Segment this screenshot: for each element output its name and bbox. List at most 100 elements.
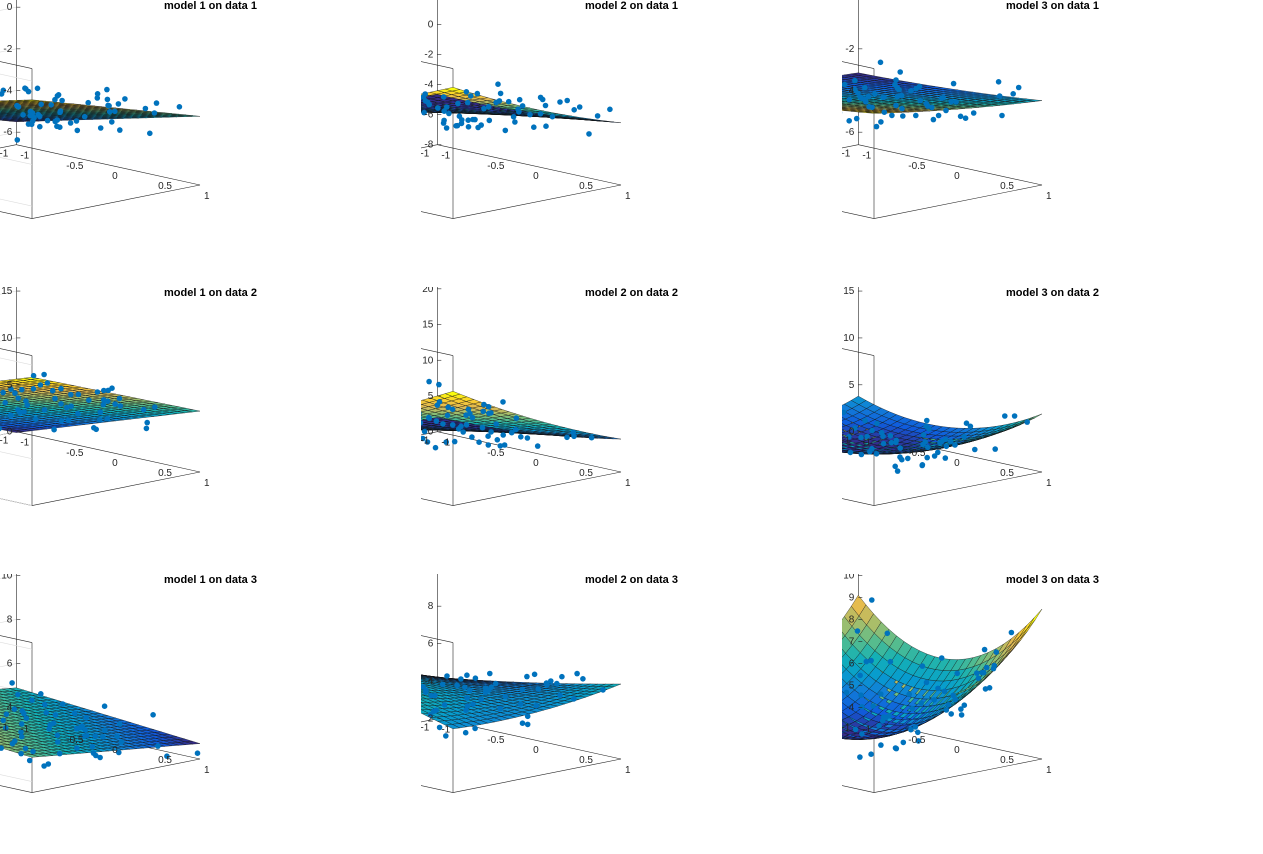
- data-point: [480, 409, 486, 415]
- data-point: [441, 118, 447, 124]
- x-tick-label: 1: [1046, 478, 1052, 489]
- data-point: [26, 89, 32, 95]
- x-tick-label: 1: [1046, 191, 1052, 202]
- x-tick-label: 0: [533, 171, 539, 182]
- data-point: [854, 116, 860, 122]
- z-tick-label: 10: [422, 355, 434, 366]
- data-point: [848, 450, 854, 456]
- x-tick-label: 0: [954, 171, 960, 182]
- data-point: [480, 425, 486, 431]
- data-point: [1010, 91, 1016, 97]
- data-point: [486, 404, 492, 410]
- data-point: [589, 435, 595, 441]
- data-point: [900, 113, 906, 119]
- data-point: [944, 444, 950, 450]
- z-tick-label: 6: [7, 659, 13, 670]
- data-point: [441, 94, 447, 100]
- x-axis-ticks: -1-0.500.51: [441, 151, 631, 202]
- data-point: [9, 680, 15, 686]
- x-tick-label: 0: [112, 458, 118, 469]
- z-tick-label: 20: [422, 287, 434, 295]
- x-tick-label: 0: [112, 171, 118, 182]
- data-point: [924, 418, 930, 424]
- z-tick-label: 8: [7, 614, 13, 625]
- data-point: [117, 721, 123, 727]
- data-point: [859, 452, 865, 458]
- data-point: [846, 97, 852, 103]
- data-point: [953, 99, 959, 105]
- z-tick-label: 0: [7, 2, 13, 13]
- data-point: [550, 114, 556, 120]
- surface-plot: -6-4-2-1-0.500.51-1-0.500.51: [842, 0, 1263, 280]
- data-point: [518, 434, 524, 440]
- data-point: [874, 124, 880, 130]
- data-point: [452, 439, 458, 445]
- z-tick-label: -6: [3, 127, 12, 138]
- data-point: [486, 411, 492, 417]
- data-point: [95, 91, 101, 97]
- data-point: [498, 91, 504, 97]
- data-point: [53, 712, 59, 718]
- data-point: [450, 407, 456, 413]
- data-point: [456, 426, 462, 432]
- x-tick-label: -0.5: [908, 161, 926, 172]
- data-point: [466, 124, 472, 130]
- z-axis-ticks: -8-6-4-202: [424, 0, 441, 151]
- data-point: [97, 417, 103, 423]
- model-surface: [421, 391, 621, 439]
- z-tick-label: -6: [424, 110, 433, 121]
- z-tick-label: 15: [1, 287, 13, 297]
- data-point: [154, 100, 160, 106]
- y-tick-label: -1: [842, 436, 851, 447]
- data-point: [98, 125, 104, 131]
- data-point: [475, 91, 481, 97]
- z-tick-label: -2: [3, 44, 12, 55]
- x-tick-label: -0.5: [487, 448, 505, 459]
- data-point: [423, 98, 429, 104]
- data-point: [86, 397, 92, 403]
- x-tick-label: 0.5: [579, 468, 593, 479]
- data-point: [874, 451, 880, 457]
- data-point: [440, 421, 446, 427]
- data-point: [75, 128, 81, 134]
- data-point: [607, 107, 613, 113]
- data-point: [150, 712, 156, 718]
- data-point: [42, 702, 48, 708]
- data-point: [881, 441, 887, 447]
- x-axis-ticks: -1-0.500.51: [20, 438, 210, 489]
- data-point: [56, 92, 62, 98]
- data-point: [888, 433, 894, 439]
- x-tick-label: -0.5: [66, 161, 84, 172]
- data-point: [899, 93, 905, 99]
- data-point: [31, 386, 37, 392]
- data-point: [557, 99, 563, 105]
- data-point: [446, 111, 452, 117]
- z-tick-label: 10: [843, 333, 855, 344]
- data-point: [862, 85, 868, 91]
- data-point: [101, 388, 107, 394]
- data-point: [918, 98, 924, 104]
- z-tick-label: 5: [428, 391, 434, 402]
- data-point: [897, 445, 903, 451]
- data-point: [455, 101, 461, 107]
- data-point: [12, 706, 18, 712]
- data-point: [964, 420, 970, 426]
- x-tick-label: -0.5: [66, 448, 84, 459]
- data-point: [92, 733, 98, 739]
- x-tick-label: 1: [625, 478, 631, 489]
- data-point: [436, 382, 442, 388]
- x-tick-label: 0.5: [1000, 468, 1014, 479]
- data-point: [450, 422, 456, 428]
- data-point: [899, 106, 905, 112]
- data-point: [921, 432, 927, 438]
- x-tick-label: -1: [20, 151, 29, 162]
- subplot-5: model 2 on data 205101520-1-0.500.51-1-0…: [421, 287, 842, 567]
- z-tick-label: 4: [7, 703, 13, 714]
- data-point: [97, 755, 103, 761]
- data-point: [487, 118, 493, 124]
- data-point: [514, 415, 520, 421]
- y-axis-ticks: -1-0.500.51: [421, 149, 430, 194]
- z-tick-label: 15: [843, 287, 855, 297]
